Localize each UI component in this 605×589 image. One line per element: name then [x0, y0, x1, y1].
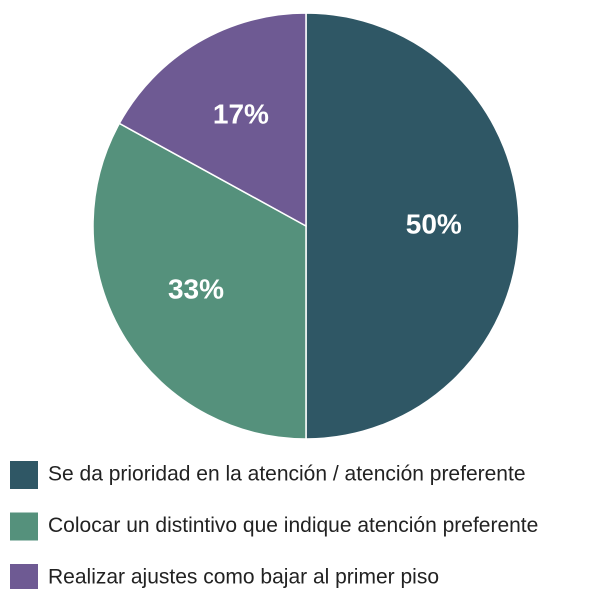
pie-slice [305, 12, 520, 440]
pie-slice [118, 12, 307, 228]
legend-swatch [10, 564, 38, 589]
data-label: 33% [168, 273, 224, 304]
legend-label: Colocar un distintivo que indique atenci… [48, 514, 538, 537]
legend-swatch [10, 461, 38, 489]
legend-label: Realizar ajustes como bajar al primer pi… [48, 566, 439, 589]
legend-swatch [10, 512, 38, 541]
pie-slice [92, 122, 307, 440]
data-label: 17% [213, 98, 269, 129]
data-label: 50% [406, 208, 462, 239]
legend-label: Se da prioridad en la atención / atenció… [48, 463, 526, 486]
